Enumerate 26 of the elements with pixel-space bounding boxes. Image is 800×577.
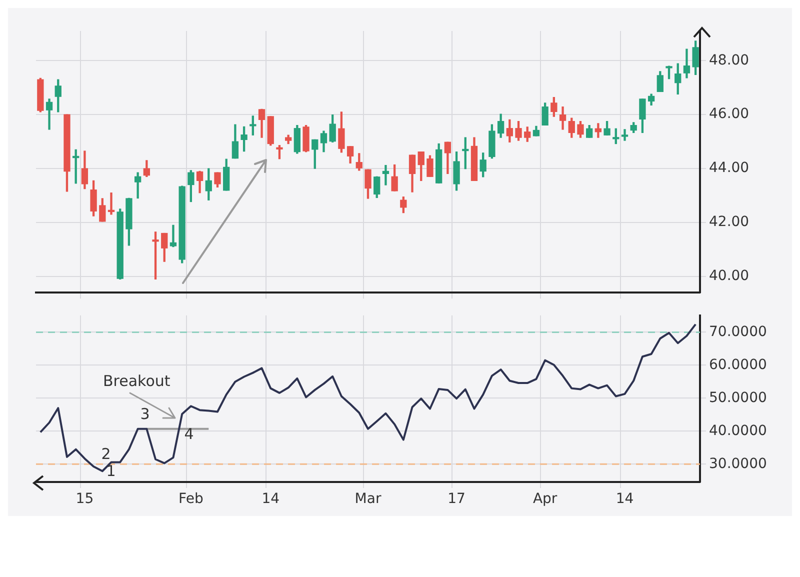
y-tick-label: 70.0000 bbox=[709, 324, 767, 340]
annotation: Breakout bbox=[103, 372, 170, 390]
annotation: 2 bbox=[101, 444, 111, 463]
y-tick-label: 42.00 bbox=[709, 214, 750, 230]
x-tick-label: 17 bbox=[448, 491, 466, 508]
x-tick-label: 15 bbox=[76, 491, 94, 508]
y-tick-label: 50.0000 bbox=[709, 390, 767, 406]
candlestick bbox=[170, 224, 177, 248]
candlestick bbox=[621, 129, 628, 141]
y-tick-label: 46.00 bbox=[709, 106, 750, 122]
annotation: 3 bbox=[140, 404, 150, 423]
x-tick-label: 14 bbox=[616, 491, 634, 508]
y-tick-label: 60.0000 bbox=[709, 356, 767, 373]
annotation: 1 bbox=[106, 462, 116, 480]
x-tick-label: Apr bbox=[532, 491, 558, 508]
x-tick-label: 14 bbox=[262, 491, 280, 508]
annotation: 4 bbox=[184, 424, 194, 443]
candlestick bbox=[108, 192, 115, 215]
y-tick-label: 40.0000 bbox=[709, 422, 767, 439]
candlestick bbox=[382, 164, 390, 186]
y-tick-label: 30.0000 bbox=[709, 456, 767, 472]
y-tick-label: 40.00 bbox=[709, 268, 750, 284]
y-tick-label: 44.00 bbox=[709, 160, 750, 176]
y-tick-label: 48.00 bbox=[709, 52, 750, 68]
x-tick-label: Feb bbox=[178, 491, 204, 508]
x-tick-label: Mar bbox=[354, 491, 382, 508]
